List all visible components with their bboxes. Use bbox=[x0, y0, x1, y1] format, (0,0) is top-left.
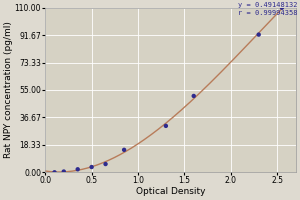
Point bbox=[122, 148, 127, 151]
Point bbox=[75, 168, 80, 171]
Point bbox=[103, 162, 108, 166]
Point bbox=[61, 170, 66, 173]
X-axis label: Optical Density: Optical Density bbox=[136, 187, 205, 196]
Point bbox=[52, 171, 57, 174]
Point bbox=[191, 94, 196, 98]
Point bbox=[280, 6, 284, 9]
Y-axis label: Rat NPY concentration (pg/ml): Rat NPY concentration (pg/ml) bbox=[4, 22, 13, 158]
Text: y = 0.49148132
r = 0.99994358: y = 0.49148132 r = 0.99994358 bbox=[238, 2, 297, 16]
Point bbox=[89, 165, 94, 169]
Point bbox=[256, 33, 261, 36]
Point bbox=[164, 124, 168, 127]
